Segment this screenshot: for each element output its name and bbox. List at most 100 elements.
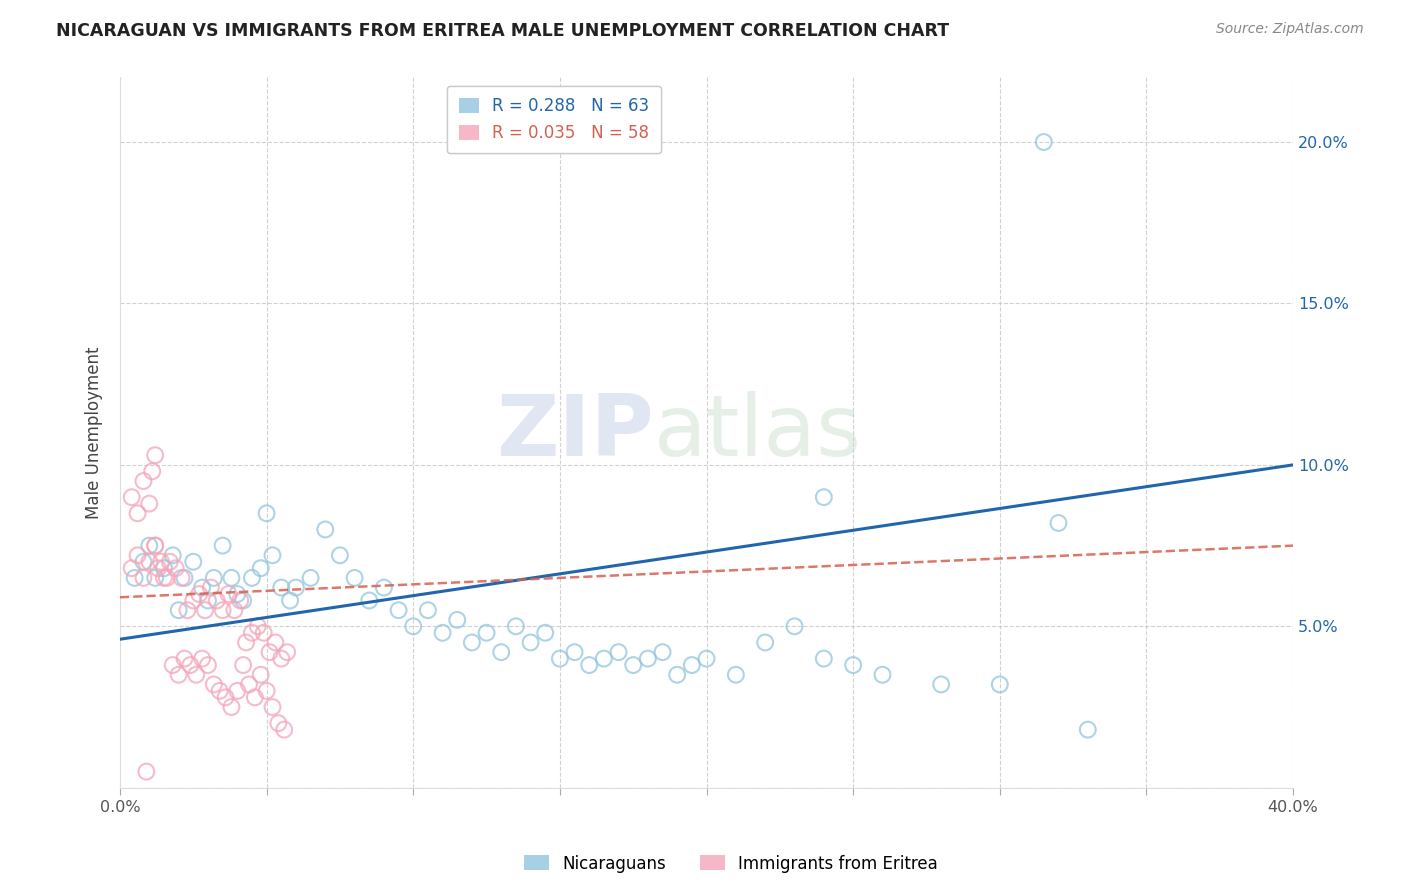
Point — [127, 506, 149, 520]
Point — [299, 571, 322, 585]
Point — [637, 651, 659, 665]
Point — [143, 571, 166, 585]
Point — [232, 593, 254, 607]
Point — [666, 667, 689, 681]
Point — [240, 571, 263, 585]
Point — [181, 555, 204, 569]
Point — [461, 635, 484, 649]
Point — [534, 625, 557, 640]
Point — [246, 619, 269, 633]
Point — [505, 619, 527, 633]
Point — [373, 581, 395, 595]
Point — [243, 690, 266, 705]
Point — [138, 539, 160, 553]
Point — [259, 645, 281, 659]
Point — [314, 523, 336, 537]
Point — [191, 651, 214, 665]
Point — [621, 658, 644, 673]
Point — [181, 593, 204, 607]
Point — [153, 571, 176, 585]
Point — [1032, 135, 1054, 149]
Point — [256, 684, 278, 698]
Point — [1047, 516, 1070, 530]
Point — [165, 561, 187, 575]
Point — [842, 658, 865, 673]
Point — [179, 658, 201, 673]
Point — [446, 613, 468, 627]
Point — [240, 625, 263, 640]
Point — [205, 593, 228, 607]
Point — [132, 571, 155, 585]
Point — [229, 593, 252, 607]
Point — [262, 549, 284, 563]
Point — [232, 658, 254, 673]
Point — [249, 667, 271, 681]
Point — [224, 603, 246, 617]
Point — [284, 581, 307, 595]
Point — [253, 625, 276, 640]
Point — [121, 561, 143, 575]
Point — [143, 539, 166, 553]
Point — [202, 677, 225, 691]
Point — [191, 581, 214, 595]
Point — [226, 684, 249, 698]
Point — [235, 635, 257, 649]
Point — [270, 651, 292, 665]
Point — [754, 635, 776, 649]
Point — [218, 587, 240, 601]
Point — [135, 764, 157, 779]
Point — [988, 677, 1011, 691]
Point — [141, 464, 163, 478]
Point — [593, 651, 616, 665]
Point — [872, 667, 894, 681]
Legend: R = 0.288   N = 63, R = 0.035   N = 58: R = 0.288 N = 63, R = 0.035 N = 58 — [447, 86, 661, 153]
Point — [278, 593, 301, 607]
Point — [813, 651, 835, 665]
Point — [211, 539, 233, 553]
Point — [188, 587, 211, 601]
Point — [329, 549, 352, 563]
Point — [208, 684, 231, 698]
Point — [173, 571, 195, 585]
Point — [548, 651, 571, 665]
Point — [194, 603, 217, 617]
Point — [564, 645, 586, 659]
Point — [186, 667, 208, 681]
Y-axis label: Male Unemployment: Male Unemployment — [86, 346, 103, 519]
Point — [696, 651, 718, 665]
Point — [124, 571, 146, 585]
Point — [200, 581, 222, 595]
Point — [167, 603, 190, 617]
Point — [132, 474, 155, 488]
Point — [176, 603, 198, 617]
Point — [202, 571, 225, 585]
Text: ZIP: ZIP — [496, 391, 654, 474]
Point — [159, 555, 181, 569]
Point — [143, 448, 166, 462]
Point — [167, 667, 190, 681]
Point — [143, 539, 166, 553]
Point — [211, 603, 233, 617]
Point — [267, 716, 290, 731]
Point — [138, 497, 160, 511]
Point — [121, 490, 143, 504]
Point — [432, 625, 454, 640]
Point — [197, 593, 219, 607]
Point — [813, 490, 835, 504]
Point — [276, 645, 298, 659]
Point — [359, 593, 381, 607]
Point — [1077, 723, 1099, 737]
Point — [214, 690, 236, 705]
Point — [162, 658, 184, 673]
Text: NICARAGUAN VS IMMIGRANTS FROM ERITREA MALE UNEMPLOYMENT CORRELATION CHART: NICARAGUAN VS IMMIGRANTS FROM ERITREA MA… — [56, 22, 949, 40]
Point — [343, 571, 366, 585]
Point — [402, 619, 425, 633]
Point — [262, 700, 284, 714]
Point — [173, 651, 195, 665]
Point — [156, 571, 179, 585]
Point — [387, 603, 409, 617]
Point — [221, 700, 243, 714]
Point — [475, 625, 498, 640]
Point — [270, 581, 292, 595]
Point — [651, 645, 673, 659]
